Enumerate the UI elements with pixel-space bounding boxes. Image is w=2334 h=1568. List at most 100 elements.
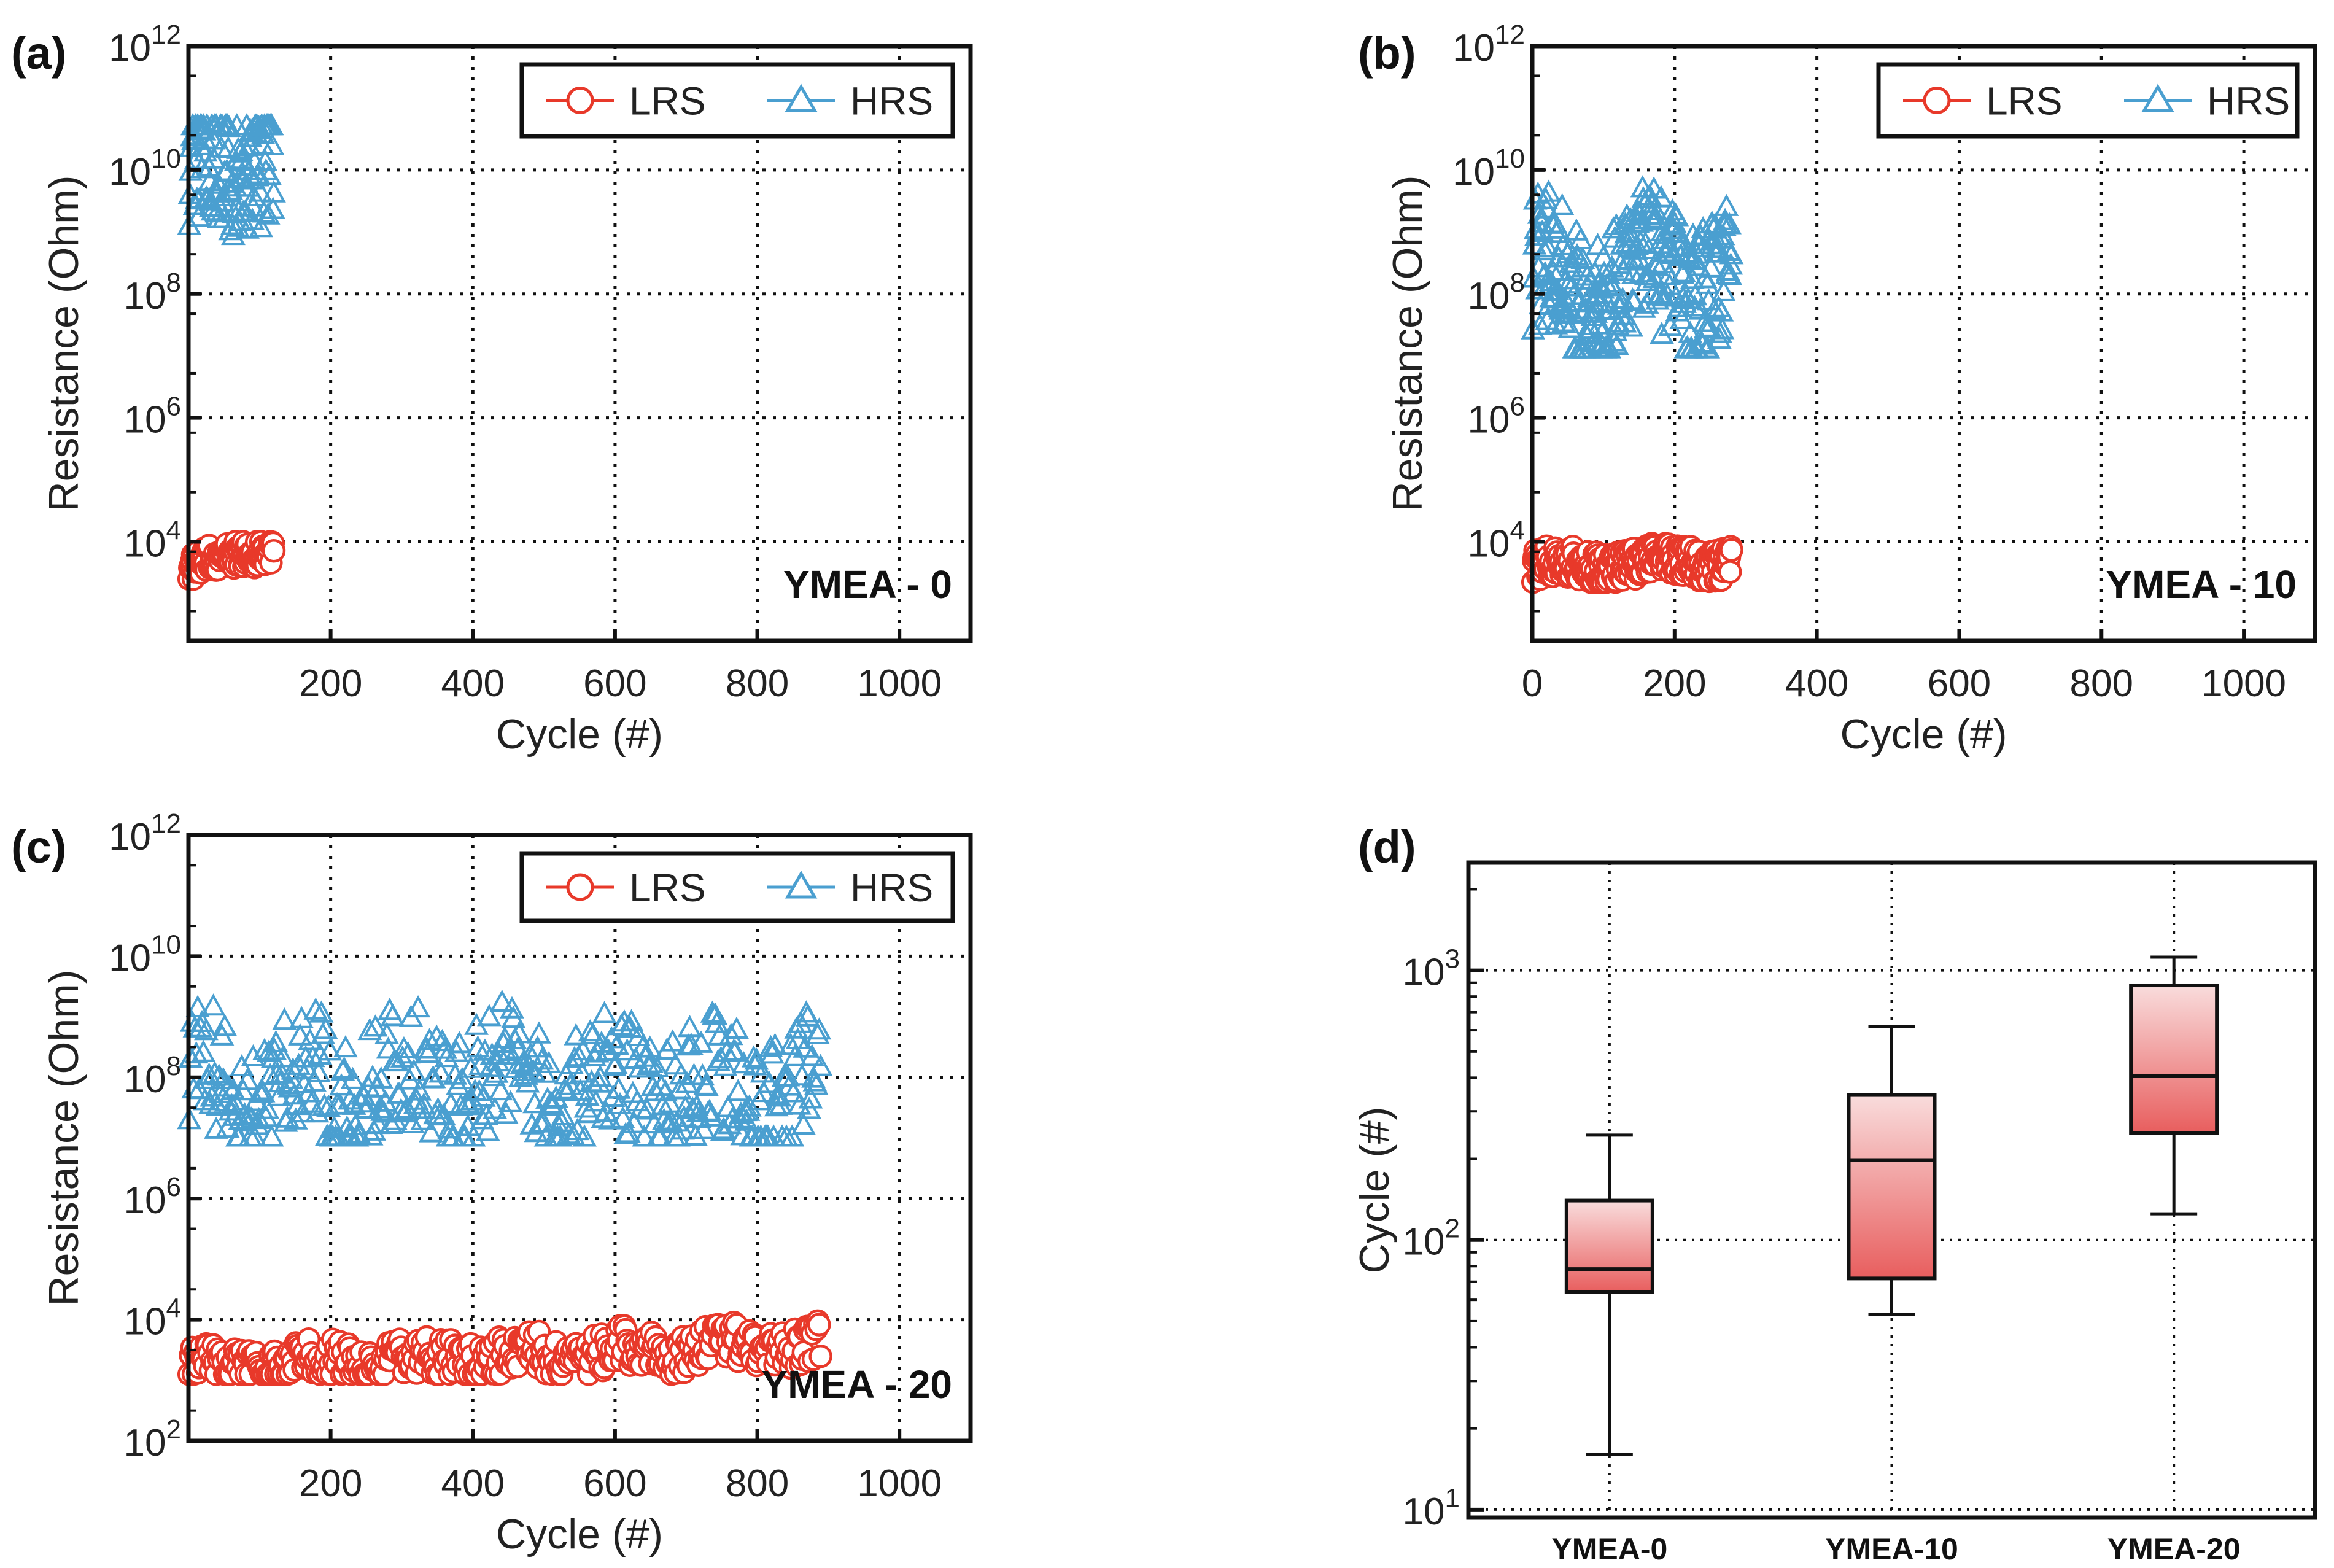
hrs-point — [645, 1055, 670, 1077]
hrs-point — [327, 1092, 352, 1115]
lrs-point — [1719, 538, 1743, 562]
hrs-point — [724, 1016, 749, 1039]
y-tick-label-base: 10 — [109, 151, 151, 193]
y-tick-label: 104 — [1468, 516, 1525, 565]
y-tick-label-exp: 6 — [166, 1172, 181, 1202]
x-tick-label: 400 — [1785, 662, 1848, 705]
hrs-point — [799, 1044, 824, 1066]
hrs-point — [775, 1064, 801, 1087]
hrs-point — [795, 1004, 820, 1027]
hrs-point — [447, 1031, 472, 1054]
y-tick-label-exp: 4 — [1510, 516, 1525, 546]
lrs-point — [808, 1344, 832, 1368]
hrs-point — [1590, 276, 1615, 299]
x-tick-label: 800 — [726, 1462, 789, 1505]
x-axis-title: Cycle (#) — [496, 711, 663, 758]
hrs-point — [233, 199, 258, 222]
y-tick-label-base: 10 — [1403, 952, 1445, 994]
y-tick-label: 1010 — [109, 930, 181, 979]
hrs-point — [317, 1038, 343, 1061]
hrs-point — [431, 1103, 456, 1126]
hrs-point — [240, 208, 265, 230]
hrs-point — [603, 1052, 628, 1074]
hrs-point — [313, 1017, 338, 1039]
hrs-point — [309, 1000, 334, 1023]
hrs-point — [401, 1058, 427, 1081]
hrs-point — [333, 1035, 358, 1058]
hrs-point — [697, 1098, 722, 1121]
hrs-point — [184, 1041, 209, 1064]
panel-a: (a)200 400 600 800 100010410610810101012Cycl… — [11, 20, 973, 758]
hrs-point — [576, 1101, 601, 1124]
hrs-point — [605, 1032, 630, 1055]
hrs-point — [217, 1074, 241, 1097]
y-tick-label-base: 10 — [109, 937, 151, 979]
hrs-point — [699, 1104, 724, 1127]
y-tick-label-exp: 2 — [1445, 1214, 1460, 1244]
legend: LRS HRS — [1876, 62, 2300, 139]
hrs-point — [1599, 297, 1624, 320]
hrs-point — [1546, 245, 1571, 268]
hrs-point — [518, 1042, 543, 1065]
hrs-point — [629, 1095, 654, 1119]
legend-lrs-label: LRS — [1986, 79, 2063, 123]
hrs-point — [767, 1084, 792, 1107]
x-tick-label: 200 — [1643, 662, 1706, 705]
hrs-point — [1536, 179, 1561, 202]
hrs-point — [703, 1002, 728, 1025]
hrs-point — [627, 1055, 653, 1078]
hrs-point — [259, 1124, 284, 1147]
panel-letter: (a) — [11, 28, 66, 79]
hrs-point — [780, 1124, 805, 1147]
hrs-point — [564, 1023, 589, 1046]
hrs-point — [1657, 314, 1683, 336]
hrs-point — [254, 1104, 279, 1127]
x-tick-label: 200 — [299, 662, 362, 705]
hrs-point — [791, 1112, 816, 1135]
hrs-point — [1661, 241, 1686, 265]
legend-hrs-label: HRS — [2207, 79, 2290, 123]
hrs-point — [1545, 216, 1570, 239]
y-tick-label-exp: 4 — [166, 1294, 181, 1324]
hrs-point — [1527, 312, 1553, 335]
x-tick-label: 600 — [583, 662, 646, 705]
hrs-point — [713, 1054, 738, 1076]
lrs-point — [262, 538, 286, 563]
legend-hrs-marker — [785, 83, 818, 112]
hrs-point — [1621, 262, 1646, 284]
x-tick-label: 1000 — [857, 1462, 942, 1505]
hrs-point — [421, 1066, 446, 1089]
hrs-point — [500, 996, 524, 1019]
hrs-point — [660, 1029, 685, 1052]
hrs-point — [750, 1060, 775, 1083]
hrs-point — [1657, 273, 1682, 295]
data-points — [1521, 175, 1744, 594]
hrs-point — [194, 1018, 219, 1041]
sample-label: YMEA - 20 — [761, 1362, 952, 1407]
hrs-point — [788, 1011, 813, 1033]
hrs-point — [1575, 263, 1600, 286]
hrs-point — [304, 1100, 330, 1123]
y-tick-label-exp: 6 — [166, 392, 181, 422]
hrs-point — [263, 1030, 289, 1052]
hrs-point — [562, 1046, 587, 1068]
y-tick-label-exp: 12 — [151, 809, 181, 839]
hrs-point — [406, 995, 430, 1018]
y-tick-label-exp: 3 — [1445, 944, 1460, 974]
y-tick-label-exp: 10 — [1495, 144, 1525, 174]
y-tick-label-exp: 8 — [1510, 268, 1525, 298]
x-axis-title: Cycle (#) — [1840, 711, 2007, 758]
hrs-point — [587, 1065, 613, 1087]
hrs-point — [242, 1124, 267, 1147]
hrs-point — [411, 1092, 436, 1115]
hrs-point — [798, 1086, 823, 1109]
hrs-point — [498, 1090, 523, 1112]
hrs-point — [1585, 233, 1610, 255]
hrs-point — [295, 1057, 320, 1079]
x-tick-label: 200 — [299, 1462, 362, 1505]
category-label: YMEA-10 — [1825, 1532, 1958, 1566]
panel-c: (c)200 400 600 800 100010210410610810101012C… — [11, 809, 973, 1558]
hrs-point — [1710, 317, 1735, 340]
y-tick-label-exp: 10 — [151, 930, 181, 960]
hrs-point — [1623, 248, 1647, 271]
